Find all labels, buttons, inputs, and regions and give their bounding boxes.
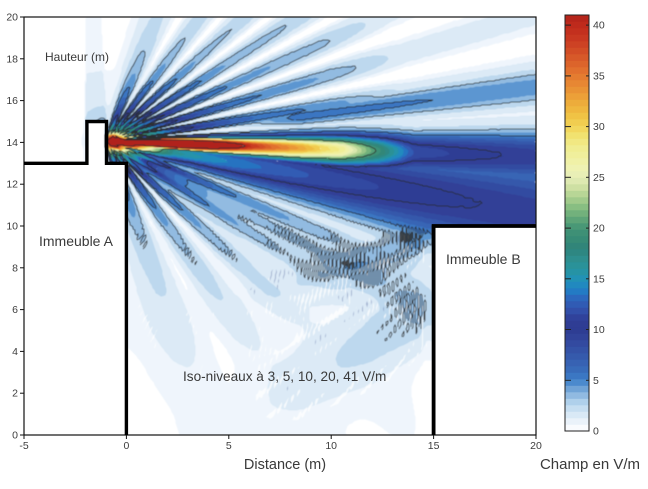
svg-text:Hauteur (m): Hauteur (m) — [45, 50, 109, 64]
svg-text:18: 18 — [6, 53, 18, 65]
svg-text:14: 14 — [6, 137, 18, 149]
svg-text:16: 16 — [6, 95, 18, 107]
svg-text:5: 5 — [593, 375, 599, 387]
svg-text:6: 6 — [12, 304, 18, 316]
svg-text:12: 12 — [6, 179, 18, 191]
svg-text:25: 25 — [593, 172, 605, 184]
svg-text:10: 10 — [325, 440, 337, 452]
svg-text:4: 4 — [12, 346, 18, 358]
svg-text:15: 15 — [428, 440, 440, 452]
svg-text:10: 10 — [6, 221, 18, 233]
svg-text:15: 15 — [593, 273, 605, 285]
svg-text:30: 30 — [593, 121, 605, 133]
svg-text:10: 10 — [593, 324, 605, 336]
svg-text:5: 5 — [226, 440, 232, 452]
svg-text:Distance (m): Distance (m) — [244, 457, 326, 473]
svg-text:Iso-niveaux à 3, 5, 10, 20, 41: Iso-niveaux à 3, 5, 10, 20, 41 V/m — [183, 369, 386, 384]
svg-text:20: 20 — [6, 12, 18, 24]
svg-text:0: 0 — [123, 440, 129, 452]
svg-text:Immeuble B: Immeuble B — [446, 251, 521, 267]
svg-text:2: 2 — [12, 388, 18, 400]
svg-text:Champ en V/m: Champ en V/m — [540, 456, 640, 473]
svg-text:8: 8 — [12, 262, 18, 274]
svg-text:40: 40 — [593, 20, 605, 32]
svg-text:35: 35 — [593, 70, 605, 82]
svg-text:Immeuble A: Immeuble A — [39, 233, 114, 249]
svg-text:20: 20 — [593, 223, 605, 235]
svg-text:20: 20 — [530, 440, 542, 452]
svg-text:0: 0 — [593, 426, 599, 438]
svg-text:0: 0 — [12, 430, 18, 442]
svg-text:-5: -5 — [19, 440, 28, 452]
